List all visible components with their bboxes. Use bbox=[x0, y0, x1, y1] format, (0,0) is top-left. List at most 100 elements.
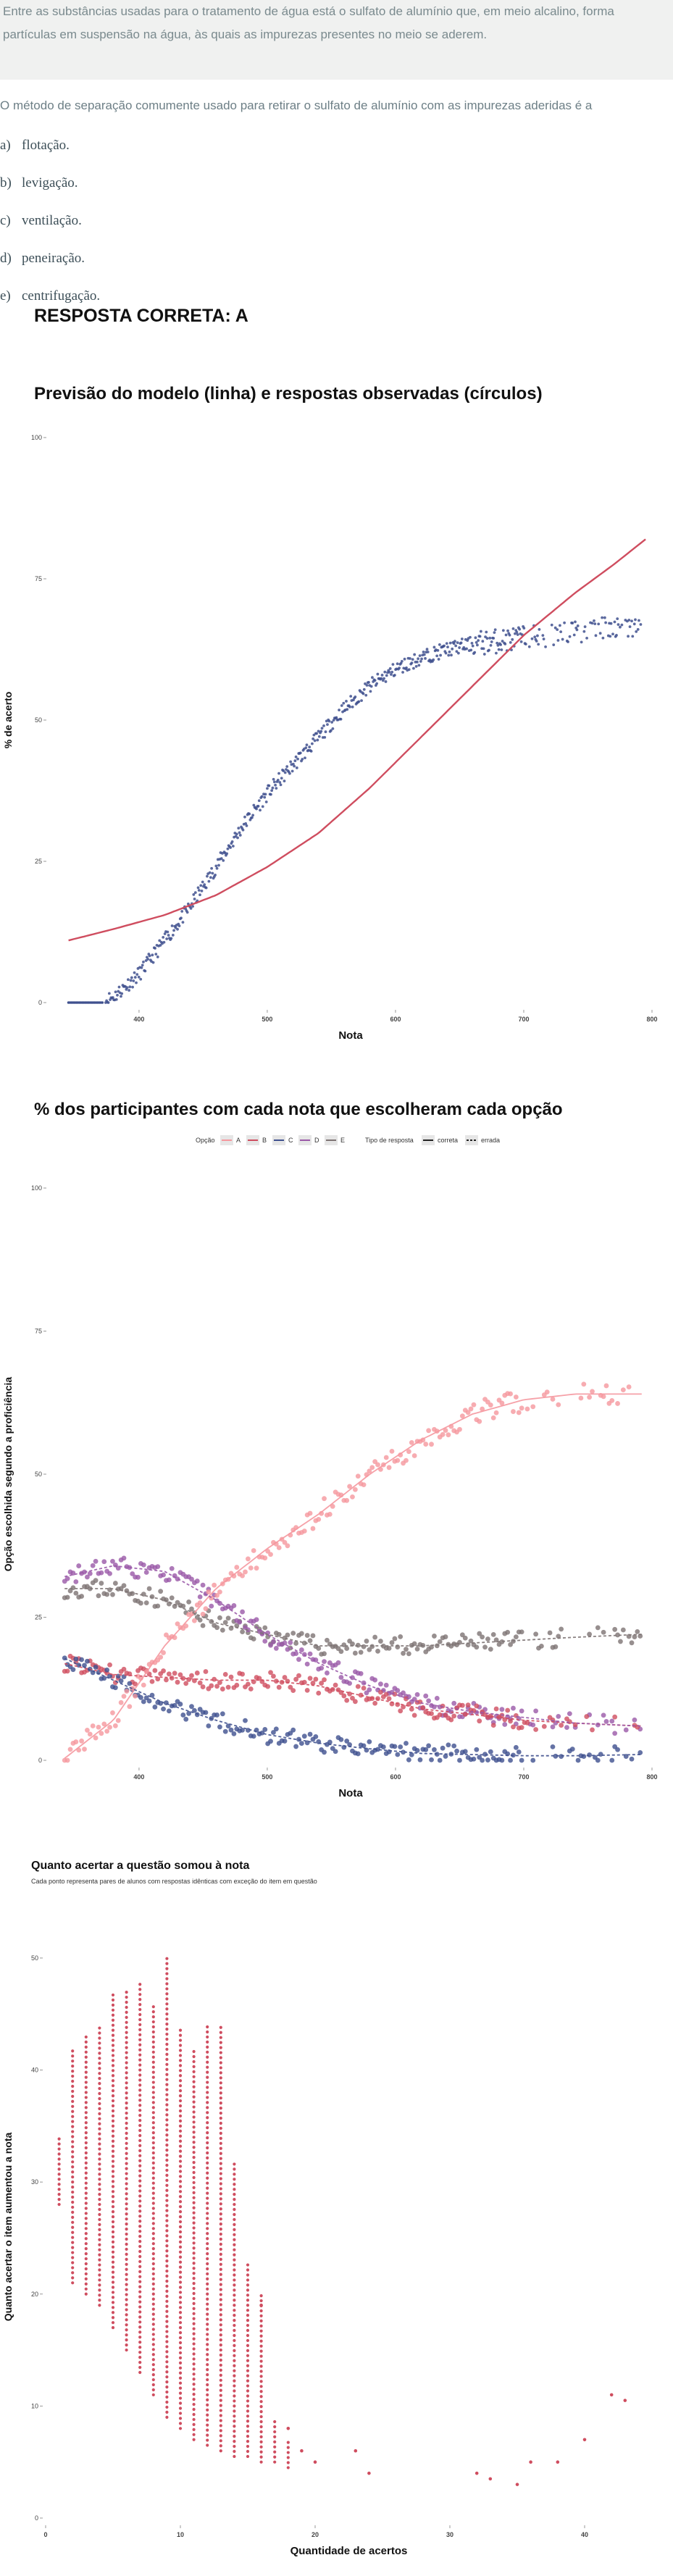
chart2-point-a bbox=[112, 1723, 118, 1728]
chart3-point bbox=[111, 2255, 115, 2259]
chart3-point bbox=[192, 2291, 196, 2296]
chart1-point bbox=[615, 634, 618, 637]
chart3-point bbox=[192, 2277, 196, 2280]
option-a: a) flotação. bbox=[0, 138, 70, 154]
chart3-point bbox=[125, 2232, 128, 2236]
chart3-ytick-label: 20 bbox=[31, 2291, 38, 2298]
chart2-point-a bbox=[197, 1600, 203, 1605]
chart3-point bbox=[178, 2275, 183, 2279]
chart3-point bbox=[192, 2125, 196, 2129]
chart3-point bbox=[219, 2136, 222, 2140]
chart1-point bbox=[422, 653, 426, 656]
chart3-point bbox=[165, 2037, 169, 2041]
chart1-point bbox=[391, 663, 395, 666]
chart3-point bbox=[219, 2197, 222, 2201]
chart3-point bbox=[98, 2253, 101, 2257]
chart3-point bbox=[178, 2124, 183, 2128]
chart3-point bbox=[206, 2146, 209, 2150]
chart3-point bbox=[192, 2216, 196, 2220]
chart2-point-d bbox=[240, 1609, 245, 1615]
chart1-point bbox=[493, 628, 497, 632]
chart3-point bbox=[125, 2126, 128, 2130]
chart3-point bbox=[138, 2023, 142, 2027]
chart2-point-a bbox=[544, 1389, 550, 1395]
chart3-point bbox=[233, 2238, 236, 2241]
chart1-point bbox=[634, 618, 637, 622]
chart3-point bbox=[84, 2101, 88, 2104]
chart1-xlabel: Nota bbox=[338, 1029, 363, 1042]
chart3-point bbox=[138, 2240, 142, 2243]
chart3-point bbox=[219, 2212, 222, 2216]
chart3-point bbox=[111, 2033, 115, 2037]
chart3-point bbox=[138, 2315, 142, 2319]
chart3-point bbox=[165, 2320, 169, 2323]
chart2-point-d bbox=[189, 1576, 194, 1582]
chart3-point bbox=[125, 2000, 128, 2004]
chart3-point bbox=[219, 2333, 222, 2337]
chart2-point-a bbox=[101, 1721, 107, 1727]
chart3-point bbox=[84, 2060, 88, 2064]
chart3-point bbox=[151, 2025, 155, 2029]
chart3-point bbox=[178, 2396, 183, 2400]
chart2-point-b bbox=[107, 1662, 112, 1668]
chart2-fit-line-d bbox=[64, 1565, 642, 1727]
chart3-point bbox=[165, 1967, 169, 1970]
chart2-point-c bbox=[513, 1744, 519, 1750]
option-text: centrifugação. bbox=[22, 288, 101, 304]
chart2-point-a bbox=[352, 1486, 358, 1492]
chart3-point bbox=[178, 2180, 183, 2183]
chart3-point bbox=[178, 2205, 183, 2209]
chart3-point bbox=[178, 2366, 183, 2370]
chart3-point bbox=[84, 2161, 88, 2165]
chart1-point bbox=[222, 858, 225, 862]
chart1-point bbox=[140, 966, 143, 969]
chart3-point bbox=[125, 2076, 128, 2080]
chart3-point bbox=[138, 2114, 142, 2117]
chart1-point bbox=[243, 815, 246, 819]
chart1-point bbox=[255, 807, 258, 811]
chart2-point-c bbox=[429, 1757, 434, 1762]
chart3-point bbox=[165, 2028, 169, 2031]
chart3-point bbox=[178, 2225, 183, 2229]
chart3-point bbox=[165, 2183, 169, 2187]
chart2-point-a bbox=[73, 1739, 79, 1744]
chart3-point bbox=[71, 2130, 75, 2133]
chart2-point-e bbox=[189, 1606, 194, 1612]
chart3-point bbox=[138, 2159, 142, 2162]
chart3-point bbox=[206, 2302, 209, 2306]
chart1-point bbox=[413, 653, 417, 656]
chart1-point bbox=[181, 921, 185, 924]
chart3-point bbox=[219, 2242, 222, 2246]
chart3-point bbox=[623, 2399, 627, 2402]
chart3-point bbox=[138, 2169, 142, 2173]
chart3-point bbox=[84, 2292, 88, 2296]
chart3-point bbox=[246, 2323, 250, 2328]
chart2-point-e bbox=[214, 1625, 220, 1631]
chart2-point-e bbox=[121, 1583, 127, 1589]
chart3-point bbox=[246, 2349, 250, 2352]
chart3-point bbox=[165, 2128, 169, 2132]
chart3-point bbox=[192, 2312, 196, 2315]
chart1-point bbox=[518, 627, 522, 631]
chart1-point bbox=[208, 871, 212, 874]
chart3-point bbox=[138, 2295, 142, 2299]
chart3-point bbox=[178, 2335, 183, 2340]
chart3-point bbox=[111, 2185, 115, 2188]
chart2-xlabel: Nota bbox=[338, 1787, 363, 1799]
chart3-point bbox=[138, 2265, 142, 2268]
chart2-point-b bbox=[612, 1714, 618, 1720]
chart3-point bbox=[84, 2121, 88, 2125]
chart3-point bbox=[192, 2156, 196, 2159]
chart3-point bbox=[206, 2383, 209, 2387]
chart3-point bbox=[84, 2070, 88, 2074]
chart3-point bbox=[219, 2424, 222, 2427]
chart3-point bbox=[219, 2151, 222, 2155]
chart2-point-a bbox=[369, 1465, 375, 1471]
chart1-point bbox=[390, 673, 393, 676]
chart2-point-b bbox=[304, 1687, 310, 1693]
chart2-point-b bbox=[214, 1684, 220, 1689]
chart3-point bbox=[151, 2237, 155, 2241]
chart1-point bbox=[558, 624, 561, 627]
chart3-point bbox=[71, 2069, 75, 2073]
chart3-point bbox=[165, 2153, 169, 2157]
